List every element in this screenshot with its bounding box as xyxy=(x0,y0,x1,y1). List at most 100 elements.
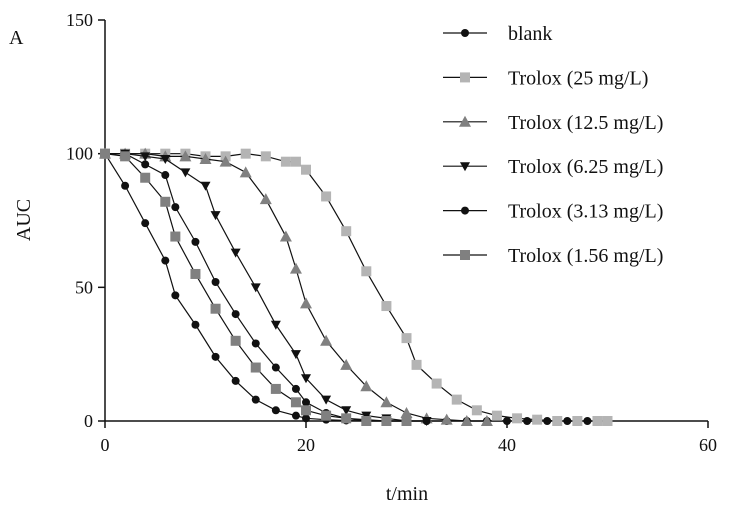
data-point xyxy=(180,168,191,178)
legend-label: Trolox (6.25 mg/L) xyxy=(508,156,663,178)
data-point xyxy=(289,262,302,274)
data-point xyxy=(290,397,301,408)
data-point xyxy=(171,203,180,212)
legend-entry: blank xyxy=(443,23,552,45)
data-point xyxy=(210,303,221,314)
data-point xyxy=(381,416,392,426)
data-point xyxy=(279,230,292,242)
data-point xyxy=(381,301,392,312)
data-point xyxy=(191,320,200,329)
legend-marker xyxy=(460,250,470,260)
data-point xyxy=(240,148,251,159)
data-point xyxy=(141,219,150,228)
data-point xyxy=(321,410,332,421)
y-tick-label: 150 xyxy=(66,10,93,30)
series-layer xyxy=(99,147,613,426)
panel-label: A xyxy=(9,27,24,49)
data-point xyxy=(503,417,511,425)
data-point xyxy=(401,416,412,426)
data-point xyxy=(340,358,353,370)
data-point xyxy=(280,156,291,167)
data-point xyxy=(230,335,241,346)
series-2 xyxy=(100,148,613,426)
data-point xyxy=(302,414,310,423)
legend: blank Trolox (25 mg/L) Trolox (12.5 mg/L) T… xyxy=(443,23,663,267)
data-point xyxy=(121,181,130,190)
data-point xyxy=(401,333,412,344)
data-point xyxy=(422,417,431,425)
x-tick-label: 60 xyxy=(699,435,717,455)
data-point xyxy=(231,376,240,385)
data-point xyxy=(230,248,241,258)
legend-entry: Trolox (3.13 mg/L) xyxy=(443,201,663,223)
data-point xyxy=(211,352,220,361)
data-point xyxy=(341,406,352,416)
data-point xyxy=(592,416,603,426)
data-point xyxy=(270,383,281,394)
y-tick-label: 0 xyxy=(84,411,93,431)
data-point xyxy=(380,396,393,408)
x-tick-label: 0 xyxy=(101,435,110,455)
data-point xyxy=(100,148,110,159)
data-point xyxy=(301,164,311,175)
data-point xyxy=(361,266,372,277)
series-line xyxy=(105,153,608,422)
data-point xyxy=(480,415,493,426)
data-point xyxy=(491,410,502,421)
data-point xyxy=(141,160,150,169)
data-point xyxy=(271,406,280,415)
axes: 0 50 100 150 0 20 40 60 xyxy=(66,10,717,455)
legend-marker xyxy=(460,162,470,172)
data-point xyxy=(200,181,211,191)
x-axis-title: t/min xyxy=(386,483,428,505)
data-point xyxy=(572,416,583,426)
data-point xyxy=(211,277,220,286)
legend-marker xyxy=(461,206,469,215)
data-point xyxy=(552,416,563,426)
x-tick-label: 20 xyxy=(297,435,315,455)
data-point xyxy=(300,297,312,309)
data-point xyxy=(602,416,613,426)
data-point xyxy=(471,405,482,416)
data-point xyxy=(302,398,310,407)
data-point xyxy=(160,196,171,207)
data-point xyxy=(210,211,221,221)
legend-entry: Trolox (1.56 mg/L) xyxy=(443,245,663,267)
legend-entry: Trolox (25 mg/L) xyxy=(443,67,648,89)
data-point xyxy=(291,411,300,420)
data-point xyxy=(360,380,373,392)
data-point xyxy=(160,155,171,165)
legend-label: Trolox (12.5 mg/L) xyxy=(508,112,663,134)
data-point xyxy=(451,394,462,405)
series-4 xyxy=(100,149,432,426)
data-point xyxy=(231,310,240,319)
data-point xyxy=(291,384,300,393)
legend-label: blank xyxy=(508,23,552,45)
data-point xyxy=(543,417,552,425)
data-point xyxy=(140,172,151,183)
data-point xyxy=(170,231,181,242)
data-point xyxy=(271,363,280,372)
data-point xyxy=(290,350,301,360)
data-point xyxy=(161,256,170,265)
data-point xyxy=(532,414,543,425)
series-line xyxy=(105,153,487,422)
data-point xyxy=(341,226,352,237)
legend-marker xyxy=(459,115,471,127)
data-point xyxy=(301,374,311,384)
series-1 xyxy=(101,149,612,425)
data-point xyxy=(171,291,180,300)
data-point xyxy=(191,237,200,246)
data-point xyxy=(239,166,252,178)
legend-label: Trolox (1.56 mg/L) xyxy=(508,245,663,267)
data-point xyxy=(341,413,352,424)
y-tick-label: 50 xyxy=(75,277,93,297)
y-axis-title: AUC xyxy=(13,199,35,241)
data-point xyxy=(250,283,261,293)
data-point xyxy=(219,155,232,167)
legend-label: Trolox (3.13 mg/L) xyxy=(508,201,663,223)
data-point xyxy=(251,395,260,404)
legend-marker xyxy=(461,29,469,37)
y-tick-label: 100 xyxy=(66,144,93,164)
